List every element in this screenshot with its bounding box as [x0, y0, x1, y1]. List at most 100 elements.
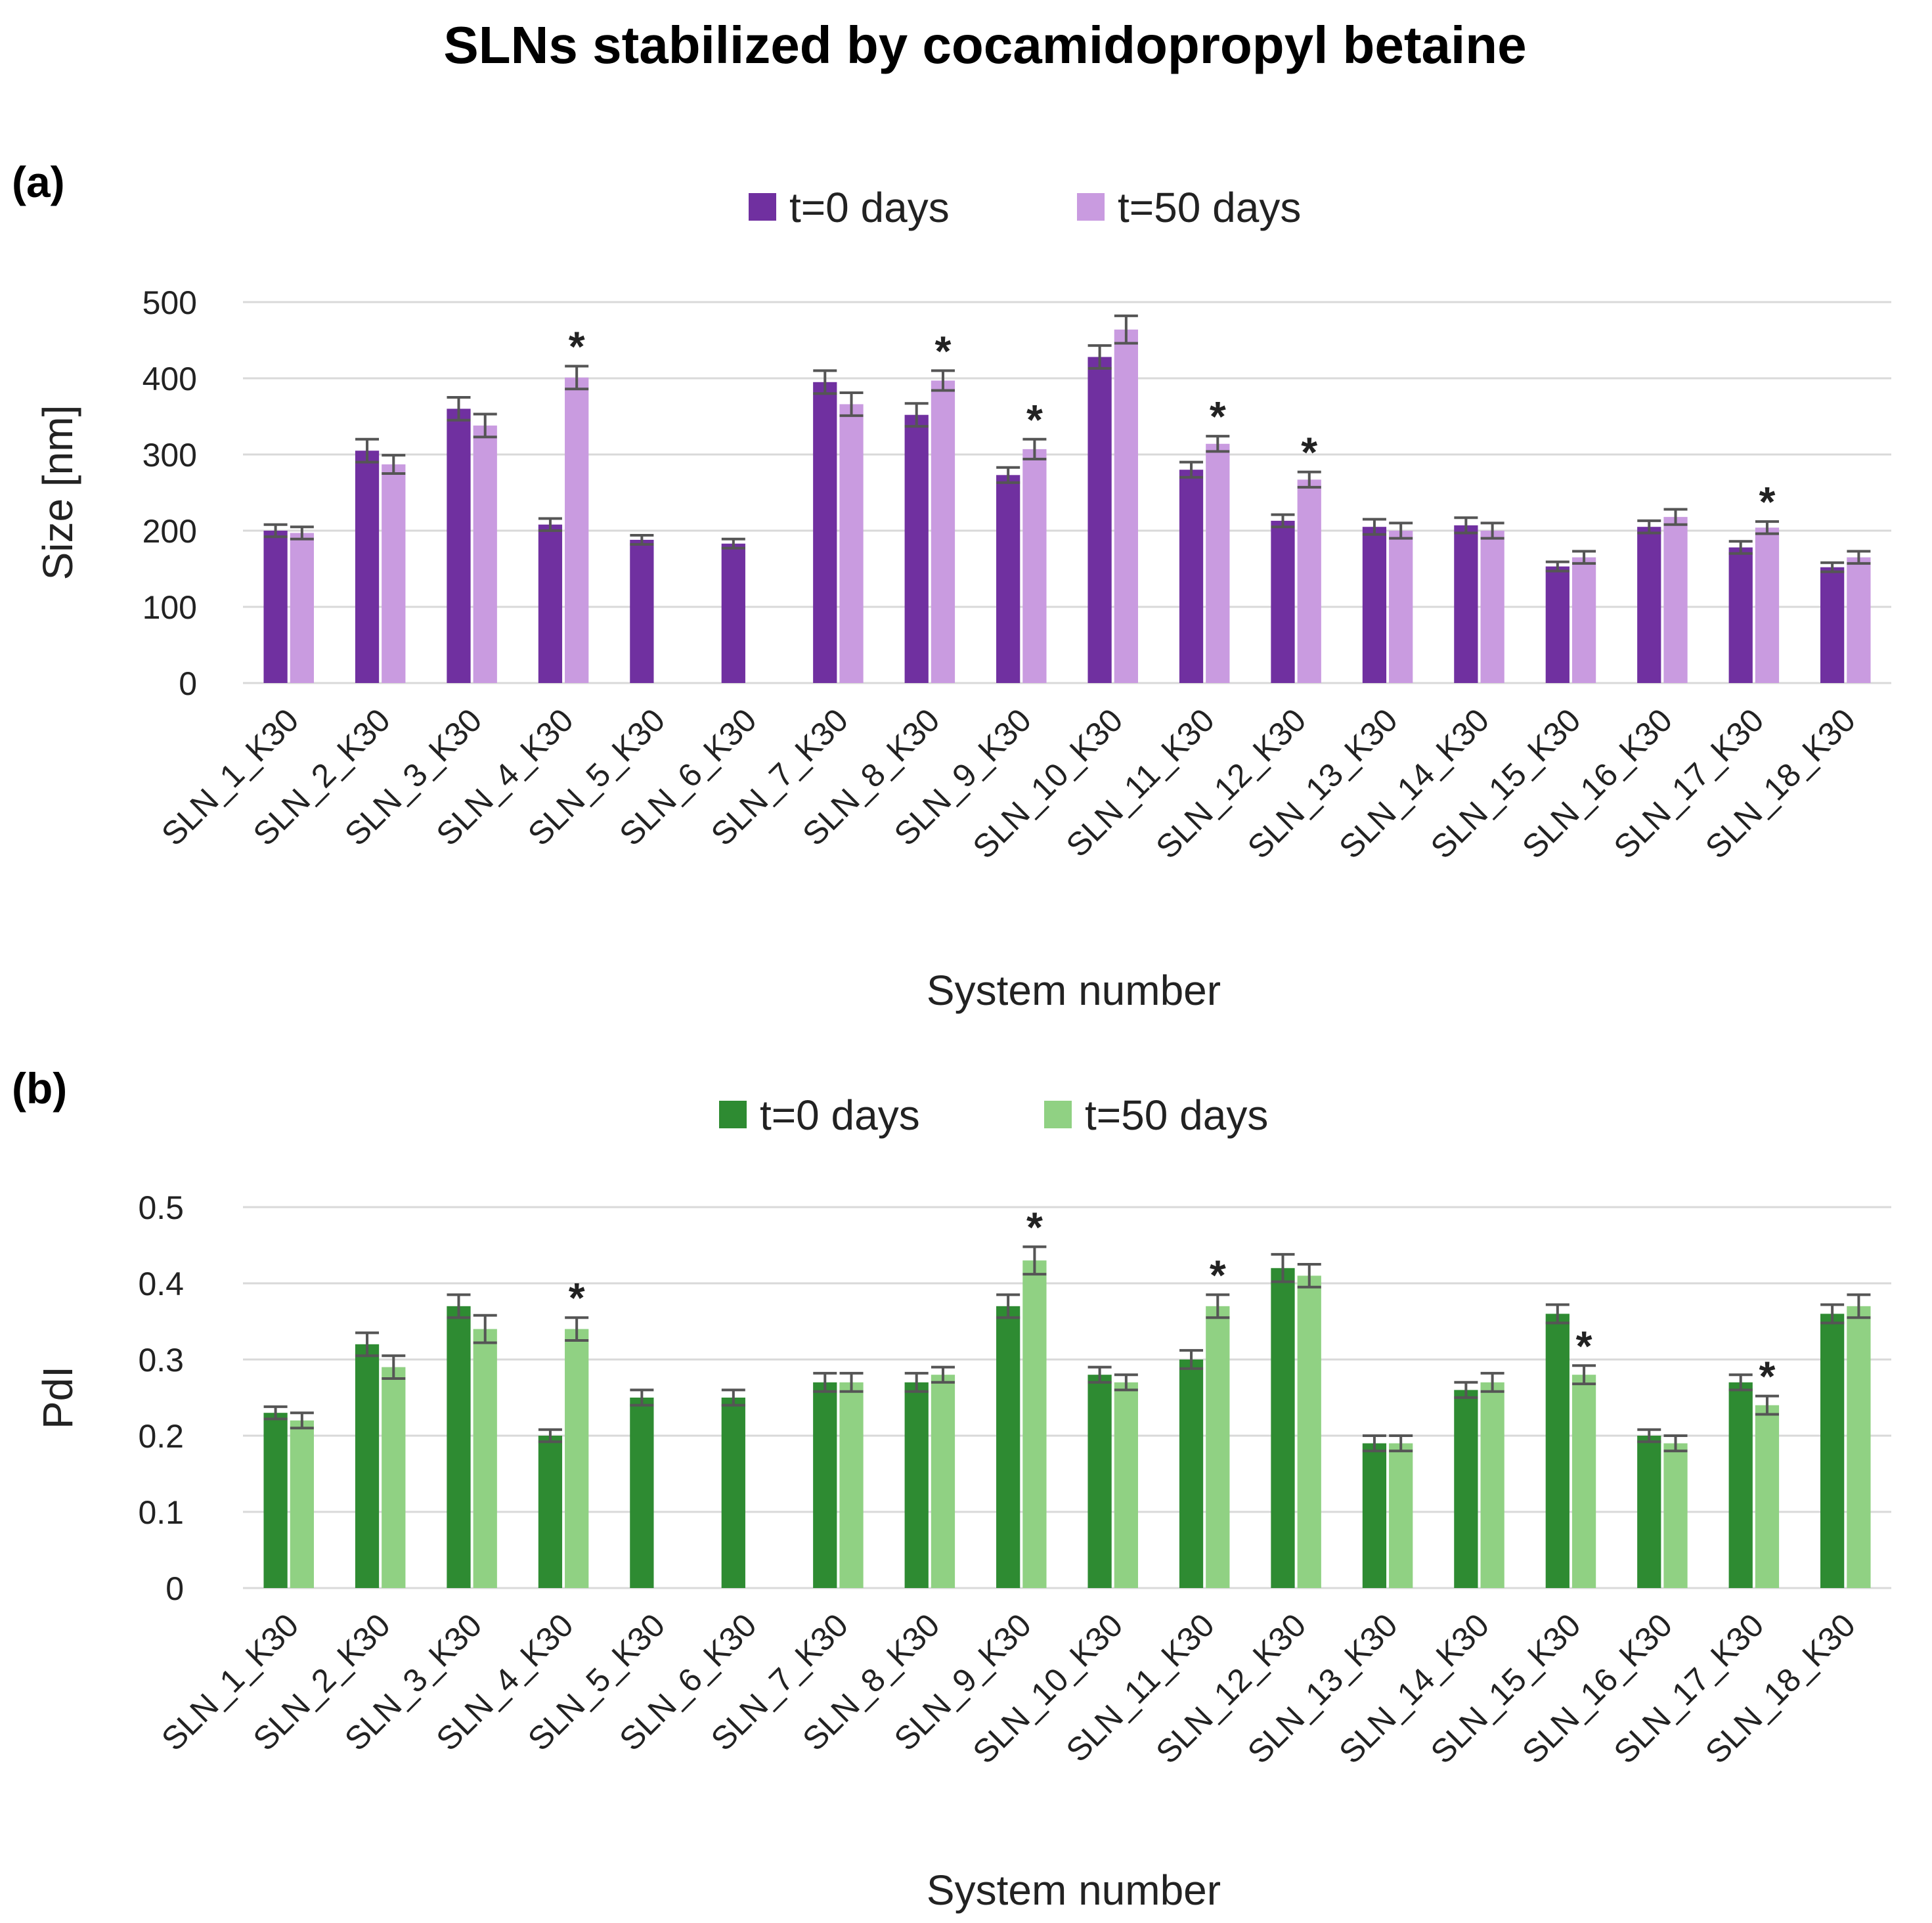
ytick-label-a-5: 500 [143, 284, 197, 321]
error-bar-a-s0-c5 [630, 533, 654, 546]
bar-b-s0-c6 [721, 1398, 745, 1588]
y-axis-title-a: Size [nm] [34, 405, 81, 581]
significance-star-a-c8: * [935, 327, 952, 374]
error-bar-b-s0-c6 [721, 1388, 745, 1407]
bar-b-s0-c4 [538, 1436, 563, 1588]
error-bar-a-s1-c9 [1022, 437, 1047, 460]
ytick-label-b-5: 0.5 [138, 1189, 184, 1226]
bar-a-s0-c10 [1087, 357, 1112, 683]
error-bar-a-s0-c12 [1271, 513, 1295, 529]
significance-star-a-c4: * [569, 322, 585, 370]
bar-a-s1-c12 [1297, 479, 1321, 683]
error-bar-b-s0-c8 [904, 1371, 929, 1393]
bar-a-s0-c17 [1728, 547, 1753, 683]
bar-a-s0-c14 [1454, 525, 1478, 683]
error-bar-a-s0-c4 [538, 517, 562, 532]
significance-star-b-c4: * [569, 1274, 585, 1321]
error-bar-a-s0-c17 [1728, 540, 1753, 555]
error-bar-a-s1-c14 [1480, 521, 1504, 540]
x-axis-title-a: System number [927, 967, 1221, 1014]
bar-b-s1-c2 [382, 1367, 406, 1588]
legend-swatch-a-1 [1077, 193, 1105, 221]
bar-a-s1-c13 [1389, 531, 1413, 683]
bar-a-s1-c2 [382, 464, 406, 683]
bar-a-s0-c7 [813, 382, 837, 683]
error-bar-a-s0-c1 [263, 523, 288, 539]
bar-a-s0-c2 [355, 451, 380, 683]
error-bar-a-s0-c9 [996, 466, 1021, 484]
error-bar-b-s1-c16 [1663, 1434, 1688, 1453]
bar-a-s1-c14 [1480, 531, 1504, 683]
bar-b-s1-c1 [290, 1420, 314, 1588]
bar-b-s0-c5 [630, 1398, 654, 1588]
bar-b-s0-c3 [447, 1306, 471, 1588]
bar-a-s0-c1 [263, 531, 288, 683]
bar-a-s0-c3 [447, 409, 471, 683]
y-axis-title-b: PdI [34, 1366, 81, 1429]
error-bar-a-s1-c8 [931, 369, 955, 392]
error-bar-b-s1-c9 [1022, 1245, 1047, 1276]
error-bar-b-s0-c5 [630, 1388, 654, 1407]
bar-a-s1-c16 [1663, 517, 1688, 683]
error-bar-b-s0-c17 [1728, 1373, 1753, 1392]
error-bar-b-s0-c7 [813, 1371, 837, 1393]
legend-label-a-1: t=50 days [1118, 184, 1301, 231]
figure-title: SLNs stabilized by cocamidopropyl betain… [443, 16, 1526, 74]
error-bar-a-s0-c2 [355, 437, 380, 464]
bar-b-s0-c2 [355, 1344, 380, 1588]
error-bar-b-s1-c2 [382, 1354, 406, 1380]
error-bar-a-s1-c4 [565, 365, 589, 391]
error-bar-a-s0-c3 [447, 396, 471, 422]
error-bar-a-s0-c11 [1179, 460, 1204, 479]
error-bar-b-s1-c18 [1847, 1293, 1871, 1319]
bar-a-s1-c9 [1022, 449, 1047, 683]
error-bar-b-s0-c13 [1362, 1434, 1386, 1453]
error-bar-b-s0-c4 [538, 1428, 562, 1444]
bar-a-s0-c9 [996, 475, 1021, 683]
bar-a-s0-c6 [721, 543, 745, 683]
error-bar-a-s0-c15 [1545, 560, 1570, 573]
bar-b-s0-c9 [996, 1306, 1021, 1588]
bar-a-s0-c12 [1271, 520, 1295, 683]
error-bar-b-s1-c10 [1114, 1373, 1138, 1392]
significance-star-b-c11: * [1210, 1251, 1226, 1298]
ytick-label-b-3: 0.3 [138, 1342, 184, 1379]
bar-b-s1-c11 [1206, 1306, 1230, 1588]
ytick-label-b-1: 0.1 [138, 1494, 184, 1531]
bar-a-s0-c5 [630, 539, 654, 683]
error-bar-b-s1-c17 [1755, 1394, 1779, 1416]
error-bar-b-s0-c12 [1271, 1252, 1295, 1283]
bar-b-s0-c18 [1820, 1314, 1845, 1588]
ytick-label-a-1: 100 [143, 589, 197, 626]
significance-star-a-c17: * [1759, 478, 1776, 525]
significance-star-a-c12: * [1301, 429, 1317, 476]
bar-b-s0-c15 [1545, 1314, 1570, 1588]
error-bar-a-s0-c14 [1454, 516, 1478, 535]
error-bar-b-s0-c2 [355, 1331, 380, 1358]
significance-star-a-c9: * [1026, 396, 1043, 443]
bar-a-s0-c16 [1637, 527, 1661, 683]
bar-a-s1-c3 [473, 425, 497, 683]
bar-a-s0-c18 [1820, 567, 1845, 683]
bar-b-s1-c16 [1663, 1443, 1688, 1588]
error-bar-a-s1-c18 [1847, 550, 1871, 565]
error-bar-b-s1-c12 [1297, 1263, 1321, 1289]
panel-b: (b) t=0 days t=50 days 0 0.1 0.2 0.3 0.4 0.5 PdI S… [12, 1064, 1891, 1914]
panel-a: (a) t=0 days t=50 days 0 100 200 300 400 500 Size… [12, 158, 1891, 1014]
bar-b-s1-c12 [1297, 1275, 1321, 1588]
bar-a-s0-c11 [1179, 470, 1204, 683]
ytick-label-a-3: 300 [143, 437, 197, 474]
bar-b-s0-c12 [1271, 1268, 1295, 1588]
error-bar-a-s0-c16 [1637, 519, 1661, 535]
error-bar-b-s1-c14 [1480, 1371, 1504, 1393]
bar-b-s0-c14 [1454, 1390, 1478, 1588]
error-bar-b-s1-c1 [290, 1411, 314, 1430]
bar-b-s0-c11 [1179, 1359, 1204, 1588]
legend-label-b-1: t=50 days [1085, 1092, 1268, 1139]
error-bar-b-s0-c11 [1179, 1349, 1204, 1370]
bar-b-s0-c8 [904, 1382, 929, 1588]
error-bar-a-s1-c3 [473, 412, 497, 439]
error-bar-a-s0-c7 [813, 369, 837, 395]
bar-b-s0-c13 [1362, 1443, 1387, 1588]
